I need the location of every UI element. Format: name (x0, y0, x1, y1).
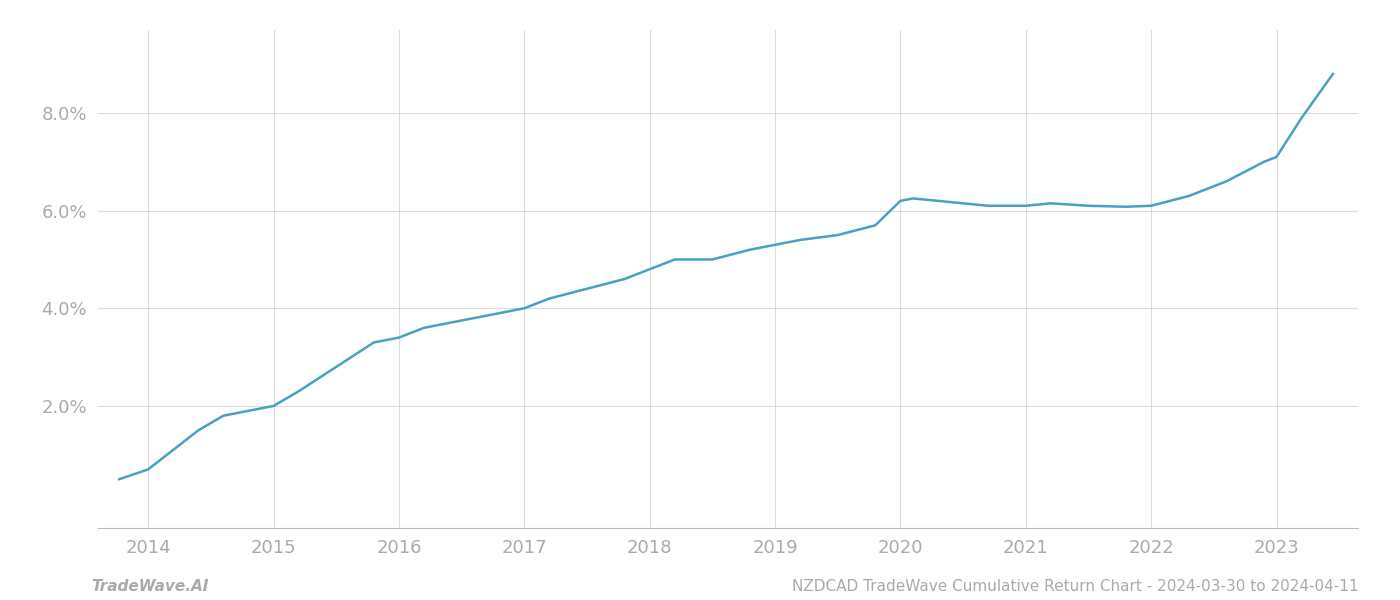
Text: TradeWave.AI: TradeWave.AI (91, 579, 209, 594)
Text: NZDCAD TradeWave Cumulative Return Chart - 2024-03-30 to 2024-04-11: NZDCAD TradeWave Cumulative Return Chart… (791, 579, 1358, 594)
